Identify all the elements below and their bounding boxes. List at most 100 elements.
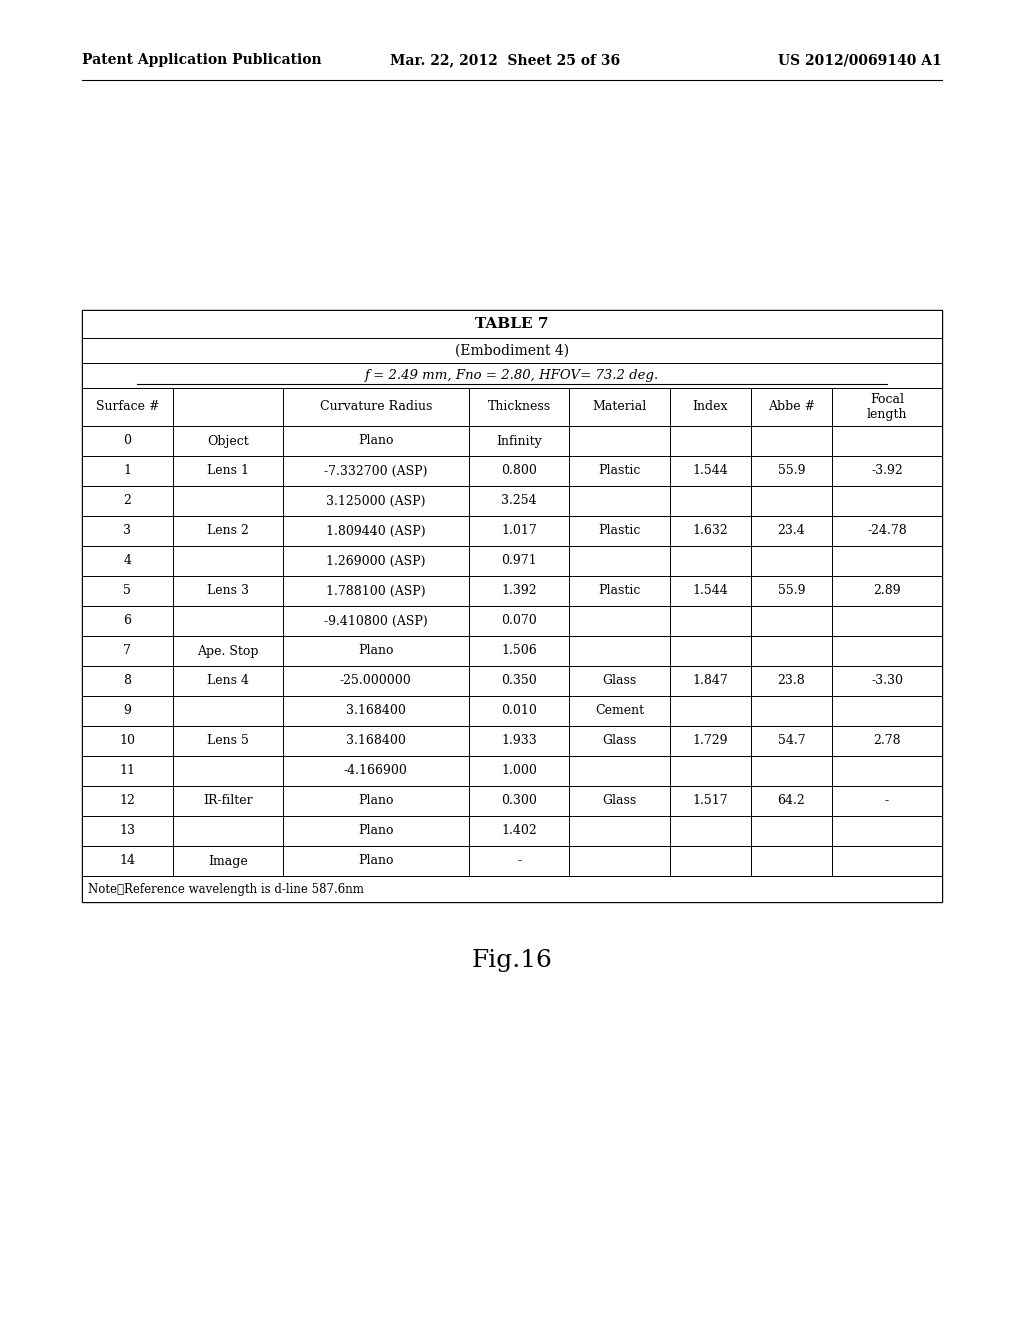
Bar <box>82 696 942 726</box>
Text: Material: Material <box>592 400 646 413</box>
Text: 2: 2 <box>124 495 131 507</box>
Text: Cement: Cement <box>595 705 644 718</box>
Bar <box>82 606 942 636</box>
Text: 3.254: 3.254 <box>502 495 537 507</box>
Text: 1.017: 1.017 <box>502 524 537 537</box>
Text: Surface #: Surface # <box>95 400 159 413</box>
Bar <box>82 310 942 338</box>
Text: 0.300: 0.300 <box>501 795 538 808</box>
Bar <box>82 426 942 455</box>
Text: -25.000000: -25.000000 <box>340 675 412 688</box>
Text: Infinity: Infinity <box>497 434 542 447</box>
Text: TABLE 7: TABLE 7 <box>475 317 549 331</box>
Text: Lens 4: Lens 4 <box>207 675 249 688</box>
Text: 0.070: 0.070 <box>502 615 537 627</box>
Bar <box>82 667 942 696</box>
Text: Plastic: Plastic <box>598 524 641 537</box>
Bar <box>82 486 942 516</box>
Text: 11: 11 <box>120 764 135 777</box>
Text: 3.168400: 3.168400 <box>346 734 406 747</box>
Text: -3.92: -3.92 <box>871 465 903 478</box>
Bar <box>82 636 942 667</box>
Text: US 2012/0069140 A1: US 2012/0069140 A1 <box>778 53 942 67</box>
Text: 12: 12 <box>120 795 135 808</box>
Text: 2.89: 2.89 <box>873 585 901 598</box>
Bar <box>82 785 942 816</box>
Text: 6: 6 <box>123 615 131 627</box>
Text: -24.78: -24.78 <box>867 524 907 537</box>
Text: -7.332700 (ASP): -7.332700 (ASP) <box>324 465 428 478</box>
Text: 1.632: 1.632 <box>692 524 728 537</box>
Text: 0: 0 <box>123 434 131 447</box>
Bar <box>82 876 942 902</box>
Text: 1.544: 1.544 <box>692 465 728 478</box>
Text: Plano: Plano <box>358 434 393 447</box>
Text: 8: 8 <box>123 675 131 688</box>
Bar <box>82 516 942 546</box>
Text: 0.010: 0.010 <box>501 705 538 718</box>
Bar <box>82 455 942 486</box>
Text: Note：Reference wavelength is d-line 587.6nm: Note：Reference wavelength is d-line 587.… <box>88 883 364 895</box>
Text: 7: 7 <box>124 644 131 657</box>
Bar <box>82 576 942 606</box>
Text: 0.800: 0.800 <box>501 465 538 478</box>
Bar <box>82 726 942 756</box>
Text: 3.125000 (ASP): 3.125000 (ASP) <box>326 495 426 507</box>
Text: Plano: Plano <box>358 795 393 808</box>
Text: f = 2.49 mm, Fno = 2.80, HFOV= 73.2 deg.: f = 2.49 mm, Fno = 2.80, HFOV= 73.2 deg. <box>365 370 659 381</box>
Text: 54.7: 54.7 <box>777 734 805 747</box>
Text: Patent Application Publication: Patent Application Publication <box>82 53 322 67</box>
Text: 14: 14 <box>120 854 135 867</box>
Text: 23.8: 23.8 <box>777 675 805 688</box>
Text: IR-filter: IR-filter <box>203 795 253 808</box>
Text: 0.971: 0.971 <box>502 554 537 568</box>
Text: 1: 1 <box>123 465 131 478</box>
Text: 55.9: 55.9 <box>778 585 805 598</box>
Text: 9: 9 <box>124 705 131 718</box>
Bar <box>82 310 942 902</box>
Text: Image: Image <box>208 854 248 867</box>
Text: Abbe #: Abbe # <box>768 400 815 413</box>
Text: (Embodiment 4): (Embodiment 4) <box>455 343 569 358</box>
Text: -4.166900: -4.166900 <box>344 764 408 777</box>
Text: Thickness: Thickness <box>487 400 551 413</box>
Text: 3: 3 <box>123 524 131 537</box>
Text: 13: 13 <box>120 825 135 837</box>
Text: Plano: Plano <box>358 825 393 837</box>
Text: Ape. Stop: Ape. Stop <box>197 644 258 657</box>
Text: -9.410800 (ASP): -9.410800 (ASP) <box>324 615 428 627</box>
Bar <box>82 363 942 388</box>
Text: Plastic: Plastic <box>598 585 641 598</box>
Text: 4: 4 <box>123 554 131 568</box>
Text: 1.402: 1.402 <box>502 825 537 837</box>
Text: Lens 1: Lens 1 <box>207 465 249 478</box>
Text: -3.30: -3.30 <box>871 675 903 688</box>
Text: 1.729: 1.729 <box>692 734 728 747</box>
Text: -: - <box>885 795 889 808</box>
Text: Glass: Glass <box>602 795 637 808</box>
Bar <box>82 388 942 426</box>
Text: 1.847: 1.847 <box>692 675 728 688</box>
Bar <box>82 816 942 846</box>
Bar <box>82 546 942 576</box>
Text: 2.78: 2.78 <box>873 734 901 747</box>
Text: 1.544: 1.544 <box>692 585 728 598</box>
Text: -: - <box>517 854 521 867</box>
Text: 3.168400: 3.168400 <box>346 705 406 718</box>
Text: Index: Index <box>692 400 728 413</box>
Text: 1.809440 (ASP): 1.809440 (ASP) <box>326 524 426 537</box>
Text: 10: 10 <box>120 734 135 747</box>
Bar <box>82 756 942 785</box>
Text: 0.350: 0.350 <box>502 675 537 688</box>
Text: Glass: Glass <box>602 734 637 747</box>
Text: 1.517: 1.517 <box>692 795 728 808</box>
Text: 1.392: 1.392 <box>502 585 537 598</box>
Text: 1.269000 (ASP): 1.269000 (ASP) <box>326 554 426 568</box>
Text: Glass: Glass <box>602 675 637 688</box>
Text: 1.933: 1.933 <box>502 734 537 747</box>
Bar <box>82 846 942 876</box>
Text: 1.788100 (ASP): 1.788100 (ASP) <box>326 585 426 598</box>
Text: 64.2: 64.2 <box>777 795 805 808</box>
Text: 23.4: 23.4 <box>777 524 805 537</box>
Text: Lens 2: Lens 2 <box>207 524 249 537</box>
